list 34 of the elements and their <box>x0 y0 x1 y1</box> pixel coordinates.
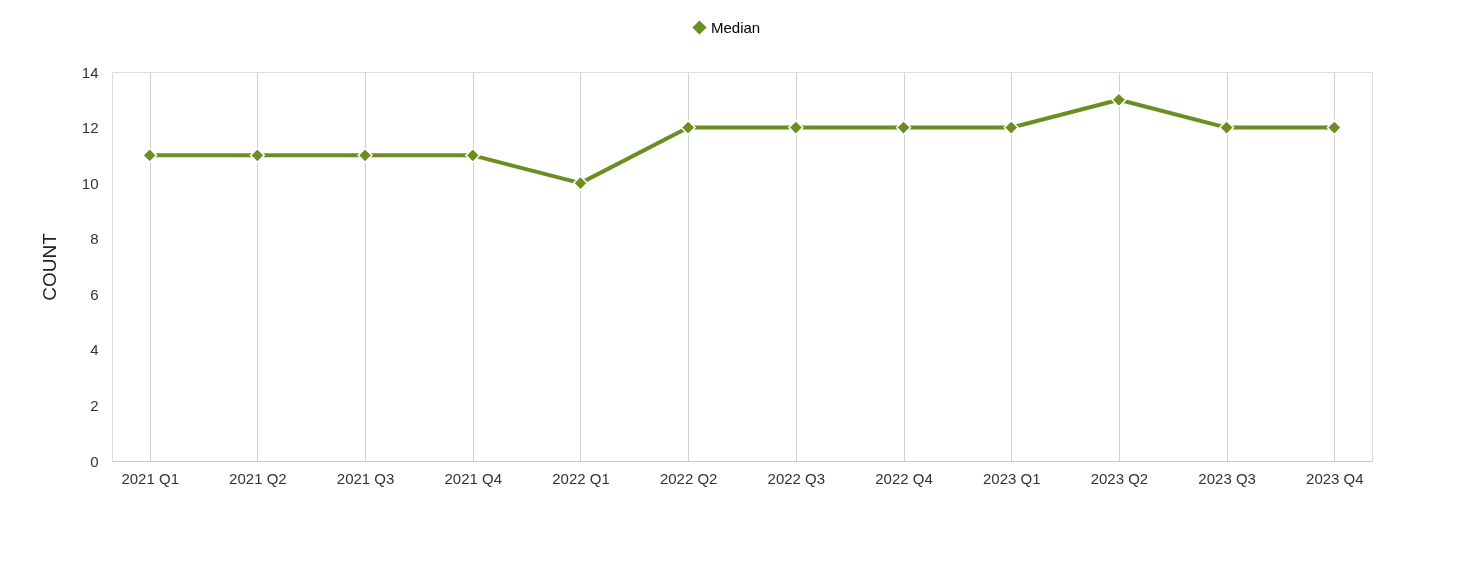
point <box>1003 119 1019 136</box>
x-tick-label: 2021 Q2 <box>229 469 287 487</box>
x-tick-label: 2023 Q3 <box>1198 469 1256 487</box>
point <box>572 175 589 191</box>
x-tick-label: 2022 Q4 <box>875 469 933 487</box>
y-axis-title: COUNT <box>38 232 60 301</box>
point <box>465 147 481 163</box>
point <box>895 119 912 136</box>
x-tick-label: 2022 Q1 <box>552 469 610 487</box>
y-tick-label: 4 <box>90 341 99 359</box>
point <box>357 147 373 163</box>
point <box>249 147 266 163</box>
x-tick-label: 2021 Q1 <box>121 469 179 487</box>
x-tick-label: 2022 Q2 <box>659 469 718 487</box>
point <box>680 119 696 136</box>
y-tick-label: 14 <box>81 63 99 81</box>
x-tick-label: 2023 Q4 <box>1306 469 1364 487</box>
y-tick-label: 8 <box>90 230 99 248</box>
y-tick-label: 0 <box>90 452 99 470</box>
x-tick-label: 2021 Q4 <box>444 469 503 487</box>
point <box>1218 119 1235 136</box>
point <box>1111 92 1127 108</box>
point <box>1326 119 1342 136</box>
point <box>142 147 158 163</box>
x-tick-label: 2021 Q3 <box>336 469 395 487</box>
y-tick-label: 6 <box>90 285 99 303</box>
x-tick-label: 2022 Q3 <box>767 469 826 487</box>
y-tick-label: 10 <box>81 174 99 192</box>
y-tick-label: 12 <box>81 119 99 137</box>
x-tick-label: 2023 Q2 <box>1090 469 1149 487</box>
legend-label: Median <box>711 18 761 36</box>
x-tick-label: 2023 Q1 <box>982 469 1041 487</box>
y-tick-label: 2 <box>90 396 99 414</box>
point <box>788 119 804 136</box>
